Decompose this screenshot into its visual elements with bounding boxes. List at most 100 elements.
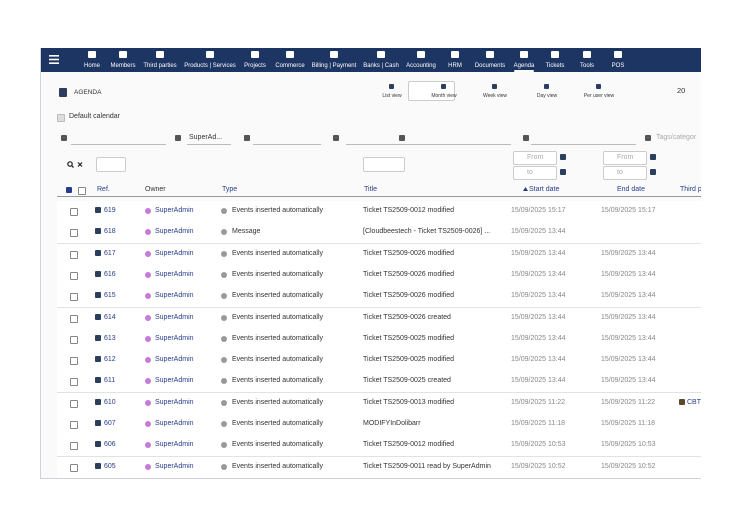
row-checkbox[interactable] <box>70 378 78 386</box>
event-title[interactable]: Ticket TS2509-0026 created <box>363 313 451 323</box>
row-checkbox[interactable] <box>70 315 78 323</box>
row-checkbox[interactable] <box>70 272 78 280</box>
event-title[interactable]: Ticket TS2509-0025 modified <box>363 355 454 365</box>
menu-item[interactable]: Third parties <box>143 61 176 71</box>
event-ref[interactable]: 617 <box>104 249 116 259</box>
menu-item[interactable]: Accounting <box>406 61 436 71</box>
menu-item[interactable]: Members <box>110 61 135 71</box>
event-title[interactable]: Ticket TS2509-0025 created <box>363 376 451 386</box>
filter-select[interactable] <box>407 132 511 145</box>
select-all[interactable] <box>78 187 86 195</box>
event-title[interactable]: Ticket TS2509-0011 read by SuperAdmin <box>363 462 491 472</box>
event-owner[interactable]: SuperAdmin <box>155 291 194 301</box>
view-button[interactable]: List view <box>382 91 401 101</box>
event-owner[interactable]: SuperAdmin <box>155 313 194 323</box>
event-owner[interactable]: SuperAdmin <box>155 206 194 216</box>
row-checkbox[interactable] <box>70 229 78 237</box>
event-title[interactable]: MODIFYInDolibarr <box>363 419 421 429</box>
calendar-icon[interactable] <box>650 169 656 175</box>
event-ref[interactable]: 606 <box>104 440 116 450</box>
event-ref[interactable]: 618 <box>104 227 116 237</box>
event-owner[interactable]: SuperAdmin <box>155 334 194 344</box>
event-owner[interactable]: SuperAdmin <box>155 376 194 386</box>
view-icon[interactable] <box>596 84 601 89</box>
event-title[interactable]: Ticket TS2509-0012 modified <box>363 440 454 450</box>
event-ref[interactable]: 616 <box>104 270 116 280</box>
row-checkbox[interactable] <box>70 400 78 408</box>
filter-select[interactable] <box>71 132 166 145</box>
event-ref[interactable]: 607 <box>104 419 116 429</box>
event-owner[interactable]: SuperAdmin <box>155 227 194 237</box>
event-ref[interactable]: 605 <box>104 462 116 472</box>
menu-item[interactable]: HRM <box>448 61 462 71</box>
calendar-icon[interactable] <box>560 154 566 160</box>
event-ref[interactable]: 619 <box>104 206 116 216</box>
page-size[interactable]: 20 <box>677 86 685 96</box>
event-title[interactable]: Ticket TS2509-0025 modified <box>363 334 454 344</box>
view-icon[interactable] <box>441 84 446 89</box>
date-input[interactable] <box>603 166 647 180</box>
event-owner[interactable]: SuperAdmin <box>155 270 194 280</box>
view-icon[interactable] <box>544 84 549 89</box>
event-ref[interactable]: 612 <box>104 355 116 365</box>
event-ref[interactable]: 610 <box>104 398 116 408</box>
calendar-icon[interactable] <box>650 154 656 160</box>
column-header[interactable]: Ref. <box>97 185 110 195</box>
row-checkbox[interactable] <box>70 357 78 365</box>
view-button[interactable]: Day view <box>537 91 557 101</box>
event-title[interactable]: Ticket TS2509-0012 modified <box>363 206 454 216</box>
event-title[interactable]: Ticket TS2509-0026 modified <box>363 270 454 280</box>
column-header[interactable]: Title <box>364 185 377 195</box>
menu-item[interactable]: Home <box>84 61 100 71</box>
menu-item[interactable]: Products | Services <box>184 61 236 71</box>
event-title[interactable]: [Cloudbeestech - Ticket TS2509-0026] ... <box>363 227 490 237</box>
column-header[interactable]: Start date <box>529 185 559 195</box>
menu-item[interactable]: Tools <box>580 61 594 71</box>
owner-filter[interactable]: SuperAd... <box>189 133 222 143</box>
event-title[interactable]: Ticket TS2509-0013 modified <box>363 398 454 408</box>
row-checkbox[interactable] <box>70 442 78 450</box>
row-checkbox[interactable] <box>70 293 78 301</box>
event-owner[interactable]: SuperAdmin <box>155 249 194 259</box>
tags-filter[interactable]: Tags/categor <box>656 133 696 143</box>
row-checkbox[interactable] <box>70 464 78 472</box>
column-header[interactable]: Type <box>222 185 237 195</box>
column-header[interactable]: Owner <box>145 185 166 195</box>
event-owner[interactable]: SuperAdmin <box>155 355 194 365</box>
third-party[interactable]: CBT <box>687 398 701 408</box>
menu-item[interactable]: Documents <box>475 61 505 71</box>
default-calendar-checkbox[interactable] <box>57 114 65 122</box>
event-title[interactable]: Ticket TS2509-0026 modified <box>363 291 454 301</box>
event-ref[interactable]: 613 <box>104 334 116 344</box>
calendar-icon[interactable] <box>560 169 566 175</box>
ref-search[interactable] <box>96 157 126 172</box>
menu-item[interactable]: Billing | Payment <box>312 61 357 71</box>
view-button[interactable]: Week view <box>483 91 507 101</box>
filter-select[interactable] <box>253 132 321 145</box>
view-icon[interactable] <box>389 84 394 89</box>
event-owner[interactable]: SuperAdmin <box>155 440 194 450</box>
event-owner[interactable]: SuperAdmin <box>155 419 194 429</box>
event-owner[interactable]: SuperAdmin <box>155 398 194 408</box>
date-input[interactable] <box>513 166 557 180</box>
view-button[interactable]: Month view <box>431 91 456 101</box>
row-checkbox[interactable] <box>70 336 78 344</box>
filter-select[interactable] <box>531 132 636 145</box>
event-ref[interactable]: 615 <box>104 291 116 301</box>
menu-item[interactable]: POS <box>612 61 625 71</box>
row-checkbox[interactable] <box>70 251 78 259</box>
menu-item[interactable]: Projects <box>244 61 266 71</box>
menu-item[interactable]: Commerce <box>275 61 304 71</box>
event-owner[interactable]: SuperAdmin <box>155 462 194 472</box>
column-header[interactable]: Third p <box>680 185 701 195</box>
row-checkbox[interactable] <box>70 208 78 216</box>
event-ref[interactable]: 611 <box>104 376 115 386</box>
event-ref[interactable]: 614 <box>104 313 116 323</box>
menu-toggle[interactable] <box>49 55 59 64</box>
event-title[interactable]: Ticket TS2509-0026 modified <box>363 249 454 259</box>
menu-item[interactable]: Tickets <box>546 61 565 71</box>
view-button[interactable]: Per user view <box>584 91 614 101</box>
view-icon[interactable] <box>492 84 497 89</box>
menu-item[interactable]: Banks | Cash <box>363 61 399 71</box>
search-controls[interactable] <box>67 161 89 169</box>
